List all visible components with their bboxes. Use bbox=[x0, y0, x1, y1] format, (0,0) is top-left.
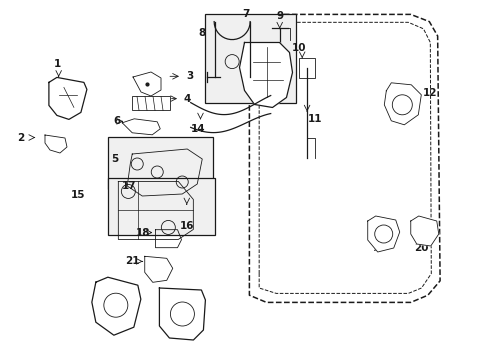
Text: 12: 12 bbox=[422, 88, 437, 98]
Text: 22: 22 bbox=[166, 323, 181, 333]
Text: 4: 4 bbox=[183, 94, 190, 104]
Text: 18: 18 bbox=[136, 228, 150, 238]
Text: 3: 3 bbox=[186, 71, 194, 81]
Text: 2: 2 bbox=[17, 132, 24, 143]
Text: 21: 21 bbox=[125, 256, 140, 266]
Text: 20: 20 bbox=[413, 243, 428, 253]
Bar bbox=[107, 137, 212, 189]
Text: 5: 5 bbox=[111, 154, 118, 165]
Polygon shape bbox=[159, 288, 205, 340]
Text: 8: 8 bbox=[198, 28, 205, 38]
Text: 19: 19 bbox=[372, 243, 387, 253]
Text: 9: 9 bbox=[276, 11, 283, 21]
Polygon shape bbox=[92, 277, 141, 335]
Polygon shape bbox=[367, 216, 399, 252]
Text: 13: 13 bbox=[250, 91, 264, 101]
Text: 1: 1 bbox=[54, 59, 61, 69]
Bar bbox=[299, 58, 315, 78]
Text: 7: 7 bbox=[241, 9, 249, 19]
Bar bbox=[132, 96, 170, 111]
Bar bbox=[205, 14, 295, 103]
Text: 11: 11 bbox=[307, 114, 322, 125]
Text: 17: 17 bbox=[122, 181, 137, 191]
Text: 6: 6 bbox=[113, 116, 121, 126]
Polygon shape bbox=[239, 42, 292, 108]
Polygon shape bbox=[410, 216, 438, 246]
Text: 23: 23 bbox=[114, 323, 128, 333]
Bar bbox=[107, 178, 215, 235]
Text: 15: 15 bbox=[70, 190, 85, 200]
Text: 14: 14 bbox=[190, 124, 205, 134]
Polygon shape bbox=[384, 83, 421, 125]
Text: 16: 16 bbox=[179, 221, 194, 231]
Text: 10: 10 bbox=[291, 43, 306, 53]
